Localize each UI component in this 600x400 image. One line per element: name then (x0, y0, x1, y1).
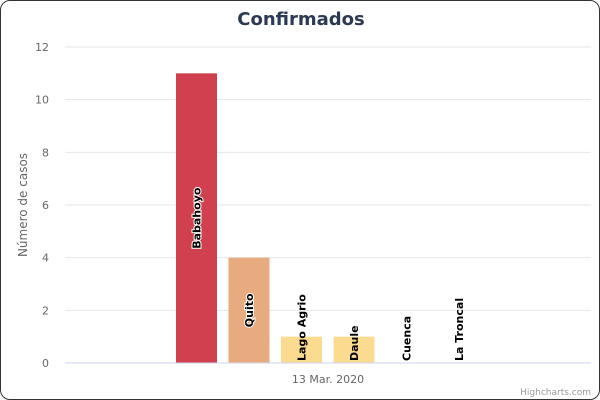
y-tick-label: 2 (42, 304, 49, 317)
bar-daule[interactable] (333, 336, 375, 363)
y-tick-label: 8 (42, 146, 49, 159)
bar-label: Lago Agrio (296, 294, 309, 361)
bar-label: Daule (348, 325, 361, 361)
y-tick-label: 6 (42, 199, 49, 212)
grid-lines (65, 46, 591, 311)
y-tick-label: 4 (42, 252, 49, 265)
chart-title: Confirmados (237, 9, 364, 30)
bars-group (176, 73, 375, 363)
bar-label: Quito (243, 293, 256, 327)
bar-babahoyo[interactable] (176, 73, 217, 363)
x-axis-category-label: 13 Mar. 2020 (292, 373, 364, 386)
y-tick-label: 10 (35, 94, 49, 107)
y-tick-label: 12 (35, 41, 49, 54)
y-tick-label: 0 (42, 357, 49, 370)
bar-lago-agrio[interactable] (281, 336, 322, 363)
bar-label: Babahoyo (191, 187, 204, 249)
bar-label: Cuenca (401, 316, 414, 361)
bar-labels-group: Babahoyo Quito Lago Agrio Daule Cuenca La Tro… (190, 186, 467, 361)
y-axis-ticks: 0 2 4 6 8 10 12 (35, 41, 49, 370)
y-axis-title: Número de casos (16, 153, 30, 257)
highcharts-credits-link[interactable]: Highcharts.com (520, 388, 591, 398)
bar-quito[interactable] (228, 257, 270, 363)
bar-label: La Troncal (453, 298, 466, 361)
